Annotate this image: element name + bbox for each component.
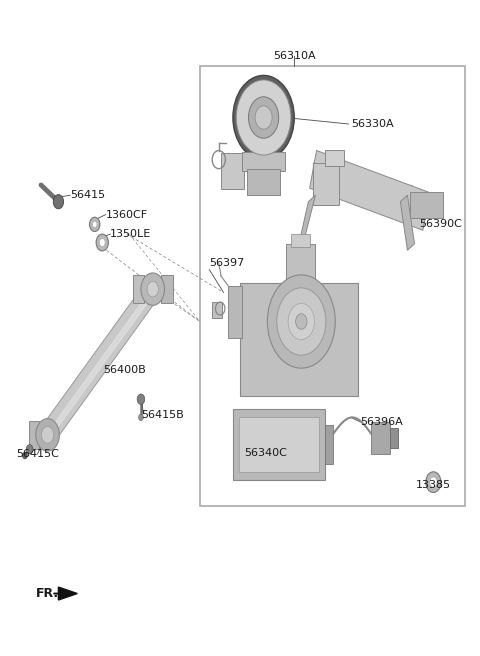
Bar [212, 302, 222, 318]
Text: 1360CF: 1360CF [106, 210, 148, 220]
Text: 56330A: 56330A [351, 119, 394, 129]
Circle shape [255, 106, 272, 129]
Bar [221, 153, 244, 189]
Bar [228, 286, 242, 338]
Bar [233, 409, 325, 480]
Bar [239, 417, 319, 472]
Text: 56415: 56415 [70, 190, 105, 200]
Bar [410, 192, 443, 218]
Circle shape [233, 75, 294, 159]
FancyArrow shape [311, 163, 428, 222]
Bar [313, 163, 339, 205]
Circle shape [36, 419, 60, 451]
Circle shape [267, 275, 335, 368]
Polygon shape [42, 281, 159, 443]
Bar [29, 420, 39, 449]
Circle shape [96, 234, 108, 251]
Bar [390, 428, 398, 448]
Circle shape [99, 239, 105, 247]
Bar [325, 150, 344, 166]
Circle shape [249, 97, 279, 138]
Circle shape [236, 80, 291, 155]
Text: 56415C: 56415C [16, 449, 59, 459]
Text: 13385: 13385 [416, 480, 451, 490]
Bar [133, 275, 144, 303]
Circle shape [92, 221, 97, 228]
Circle shape [90, 217, 100, 232]
Text: FR.: FR. [36, 587, 60, 600]
Text: 56396A: 56396A [360, 417, 403, 427]
Polygon shape [310, 150, 430, 230]
Text: 56340C: 56340C [244, 448, 288, 458]
Circle shape [147, 281, 158, 297]
Circle shape [139, 414, 144, 420]
Circle shape [137, 394, 145, 405]
Circle shape [41, 426, 54, 443]
Circle shape [296, 314, 307, 329]
Circle shape [426, 472, 441, 493]
Text: 56390C: 56390C [419, 219, 462, 230]
Circle shape [53, 195, 63, 209]
Polygon shape [47, 288, 155, 438]
Text: 1350LE: 1350LE [110, 229, 152, 239]
Circle shape [26, 445, 33, 454]
Polygon shape [400, 195, 415, 251]
Bar [247, 169, 280, 195]
Bar [291, 234, 310, 247]
Text: 56415B: 56415B [141, 411, 184, 420]
Polygon shape [59, 587, 77, 600]
Circle shape [23, 453, 27, 459]
Polygon shape [299, 195, 315, 244]
Text: 56310A: 56310A [273, 51, 315, 61]
Circle shape [141, 273, 165, 305]
Text: 56400B: 56400B [103, 365, 146, 375]
Bar [161, 275, 172, 303]
Bar [200, 66, 466, 506]
Bar [325, 425, 334, 464]
Bar [371, 422, 390, 455]
Circle shape [288, 303, 314, 340]
Bar [240, 283, 358, 396]
Circle shape [430, 477, 437, 487]
Bar [286, 244, 314, 286]
Bar [242, 152, 285, 171]
Text: 56397: 56397 [209, 258, 245, 268]
Circle shape [277, 288, 326, 355]
